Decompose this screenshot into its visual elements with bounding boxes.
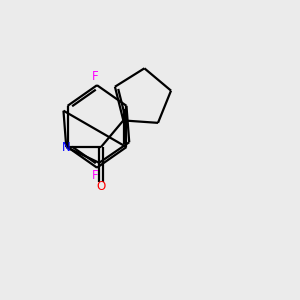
Text: F: F (92, 169, 99, 182)
Text: N: N (62, 141, 70, 154)
Text: O: O (96, 180, 106, 193)
Text: F: F (92, 70, 99, 83)
